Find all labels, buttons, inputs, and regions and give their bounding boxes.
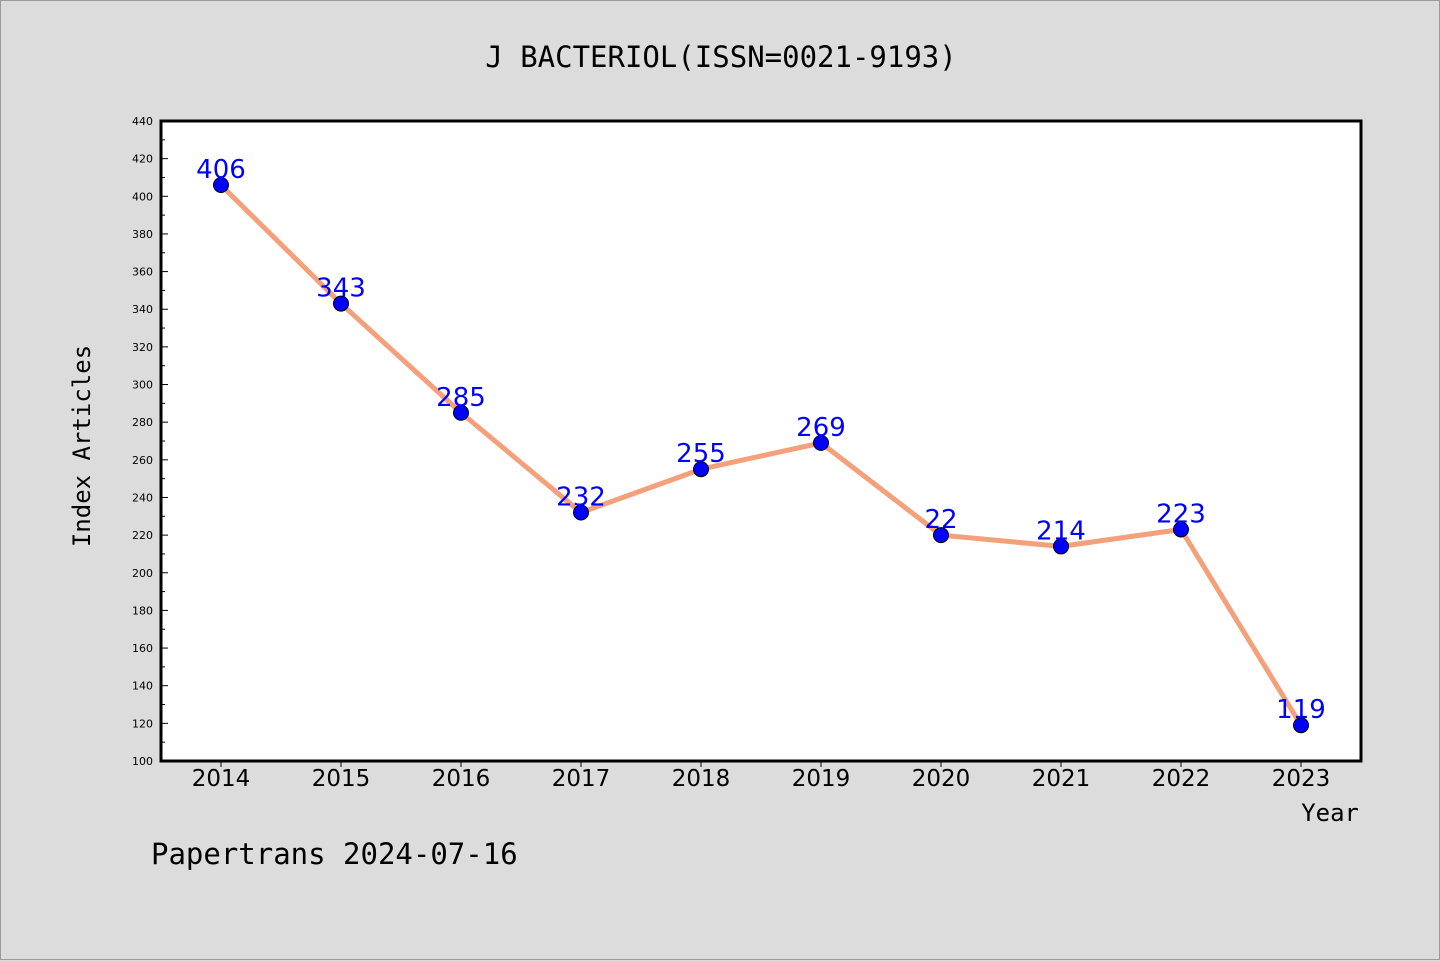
y-tick-label: 140 (132, 680, 153, 693)
y-tick-label: 300 (132, 379, 153, 392)
y-axis-label: Index Articles (68, 345, 96, 547)
data-label: 22 (924, 505, 957, 535)
x-tick-label: 2018 (672, 766, 731, 792)
x-tick-label: 2020 (912, 766, 971, 792)
y-tick-label: 280 (132, 416, 153, 429)
data-point (213, 177, 229, 193)
y-tick-label: 440 (132, 115, 153, 128)
data-labels: 406 343 285 232 255 269 22 214 223 119 (196, 155, 1326, 725)
data-point (813, 434, 829, 451)
data-point (453, 404, 469, 421)
data-label: 214 (1036, 516, 1086, 546)
x-tick-label: 2014 (192, 766, 251, 792)
data-point (1173, 521, 1189, 538)
series-line (218, 182, 1304, 728)
data-point (1053, 538, 1069, 555)
x-axis-label: Year (1301, 799, 1359, 827)
data-label: 406 (196, 155, 246, 185)
data-label: 285 (436, 383, 486, 413)
y-tick-label: 400 (132, 190, 153, 203)
x-tick-label: 2023 (1272, 766, 1331, 792)
x-tick-label: 2016 (432, 766, 491, 792)
data-point (573, 504, 589, 521)
x-tick-label: 2022 (1152, 766, 1211, 792)
y-tick-label: 360 (132, 266, 153, 279)
y-tick-label: 120 (132, 717, 153, 730)
data-label: 223 (1156, 499, 1206, 529)
data-label: 119 (1276, 695, 1326, 725)
chart-title: J BACTERIOL(ISSN=0021-9193) (485, 40, 956, 74)
y-tick-label: 340 (132, 303, 153, 316)
y-tick-label: 420 (132, 153, 153, 166)
x-tick-label: 2021 (1032, 766, 1091, 792)
y-tick-label: 380 (132, 228, 153, 241)
y-tick-label: 160 (132, 642, 153, 655)
data-points (213, 177, 1309, 734)
plot-area (161, 121, 1361, 761)
y-tick-label: 180 (132, 604, 153, 617)
y-tick-label: 320 (132, 341, 153, 354)
y-tick-label: 100 (132, 755, 153, 768)
y-tick-label: 240 (132, 491, 153, 504)
x-tick-label: 2019 (792, 766, 851, 792)
data-point (693, 461, 709, 478)
data-label: 232 (556, 483, 606, 513)
x-tick-label: 2017 (552, 766, 611, 792)
x-tick-label: 2015 (312, 766, 371, 792)
data-point (1293, 717, 1309, 734)
y-tick-label: 200 (132, 567, 153, 580)
y-axis: 100 120 140 160 180 200 220 240 260 280 300 320 340 3… (132, 115, 168, 768)
plot-border (159, 119, 1363, 763)
x-axis: 2014 2015 2016 2017 2018 2019 2020 2021 2022 2023 (192, 761, 1331, 792)
data-label: 343 (316, 274, 366, 304)
footer-text: Papertrans 2024-07-16 (151, 837, 518, 871)
y-tick-label: 260 (132, 454, 153, 467)
data-point (933, 527, 949, 544)
y-tick-label: 220 (132, 529, 153, 542)
data-point (333, 295, 349, 312)
data-label: 269 (796, 413, 846, 443)
data-label: 255 (676, 439, 726, 469)
